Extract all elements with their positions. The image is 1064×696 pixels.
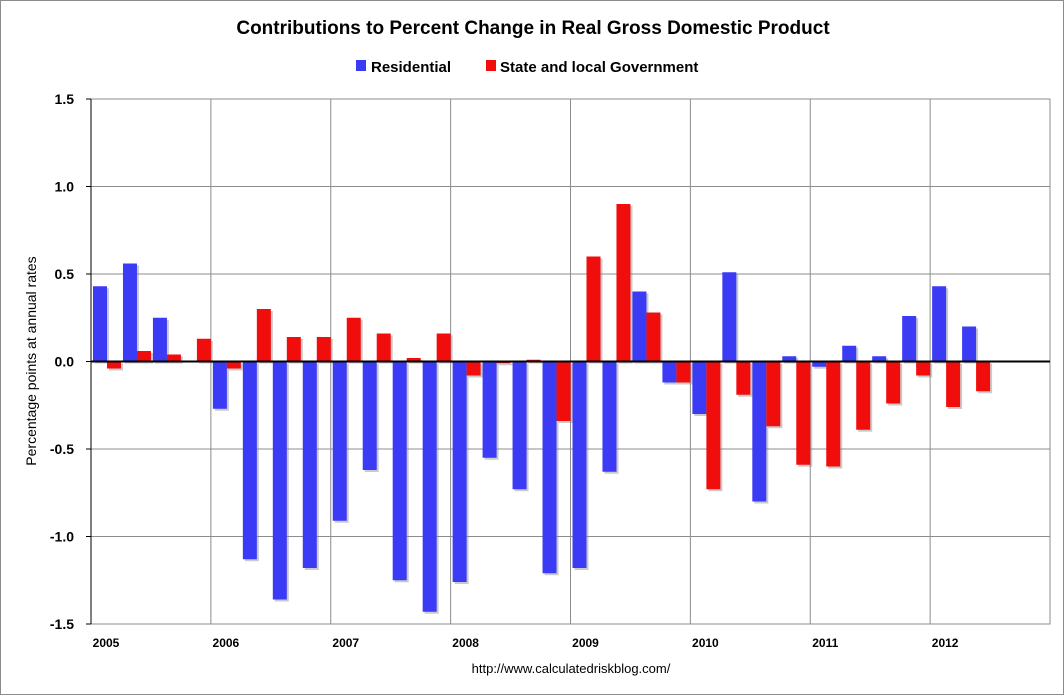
legend-label: State and local Government: [500, 59, 698, 76]
bar: [392, 361, 407, 581]
x-tick-label: 2009: [572, 636, 599, 650]
bar: [436, 333, 451, 362]
bar: [872, 356, 887, 362]
bar: [376, 333, 391, 362]
bar: [93, 286, 107, 362]
bar-shadow: [498, 363, 513, 366]
y-axis-label: Percentage points at annual rates: [23, 256, 39, 465]
bar: [706, 361, 721, 490]
y-tick-label: 0.5: [55, 266, 75, 282]
bar: [556, 361, 571, 421]
bar: [902, 316, 917, 362]
source-url: http://www.calculatedriskblog.com/: [472, 661, 671, 676]
x-tick-labels: 2005 2006 2007 2008 2009 2010 2011 2012: [93, 636, 959, 650]
bar: [826, 361, 841, 467]
bar: [332, 361, 347, 521]
legend: Residential State and local Government: [356, 59, 698, 76]
bar: [916, 361, 931, 376]
bar: [886, 361, 901, 404]
bar: [242, 361, 257, 560]
bar: [362, 361, 377, 470]
bar: [616, 204, 631, 362]
bar: [692, 361, 707, 414]
bar-shadow: [528, 361, 543, 364]
x-tick-label: 2008: [452, 636, 479, 650]
bar: [226, 361, 241, 369]
series-residential: [93, 263, 979, 614]
series-state-and-local-government: [107, 204, 993, 492]
bar: [796, 361, 811, 465]
bar: [812, 361, 827, 367]
bar: [196, 338, 211, 362]
x-tick-label: 2007: [332, 636, 359, 650]
bar: [976, 361, 991, 392]
bars: [93, 204, 993, 614]
bar: [586, 256, 601, 362]
bar: [946, 361, 961, 407]
bar: [736, 361, 751, 395]
bar: [272, 361, 287, 600]
x-tick-label: 2005: [93, 636, 120, 650]
bar: [542, 361, 557, 574]
bar: [766, 361, 781, 427]
x-tick-label: 2006: [213, 636, 240, 650]
bar: [452, 361, 467, 582]
bar: [722, 272, 737, 362]
bar: [662, 361, 677, 383]
bar: [646, 312, 661, 362]
bar: [842, 345, 857, 362]
bar: [107, 361, 121, 369]
chart-title: Contributions to Percent Change in Real …: [236, 18, 830, 39]
bar: [122, 263, 137, 362]
bar: [256, 309, 271, 362]
bar: [602, 361, 617, 472]
bar: [512, 361, 527, 490]
x-tick-label: 2011: [812, 636, 838, 650]
legend-label: Residential: [371, 59, 451, 76]
bar: [572, 361, 587, 568]
bar: [422, 361, 437, 612]
bar: [856, 361, 871, 430]
bar: [316, 337, 331, 362]
axes: [86, 98, 1050, 625]
bar: [782, 356, 797, 362]
y-tick-label: 1.0: [55, 179, 75, 195]
y-tick-label: -1.0: [50, 529, 74, 545]
y-tick-label: 1.5: [55, 91, 75, 107]
bar: [302, 361, 317, 568]
y-tick-labels: 1.5 1.0 0.5 0.0 -0.5 -1.0 -1.5: [50, 91, 74, 632]
bar: [676, 361, 691, 383]
y-tick-label: -0.5: [50, 441, 74, 457]
x-tick-label: 2010: [692, 636, 719, 650]
bar: [962, 326, 977, 362]
y-tick-label: 0.0: [55, 354, 75, 370]
bar: [752, 361, 767, 502]
bar: [212, 361, 227, 409]
legend-swatch: [486, 60, 496, 71]
bar: [152, 317, 167, 362]
bar: [632, 291, 647, 362]
bar: [286, 337, 301, 362]
bar: [136, 351, 151, 362]
bar: [466, 361, 481, 376]
bar: [406, 358, 421, 362]
y-tick-label: -1.5: [50, 616, 74, 632]
bar: [482, 361, 497, 458]
legend-swatch: [356, 60, 366, 71]
bar: [346, 317, 361, 362]
x-tick-label: 2012: [932, 636, 959, 650]
bar: [932, 286, 947, 362]
bar: [166, 354, 181, 362]
